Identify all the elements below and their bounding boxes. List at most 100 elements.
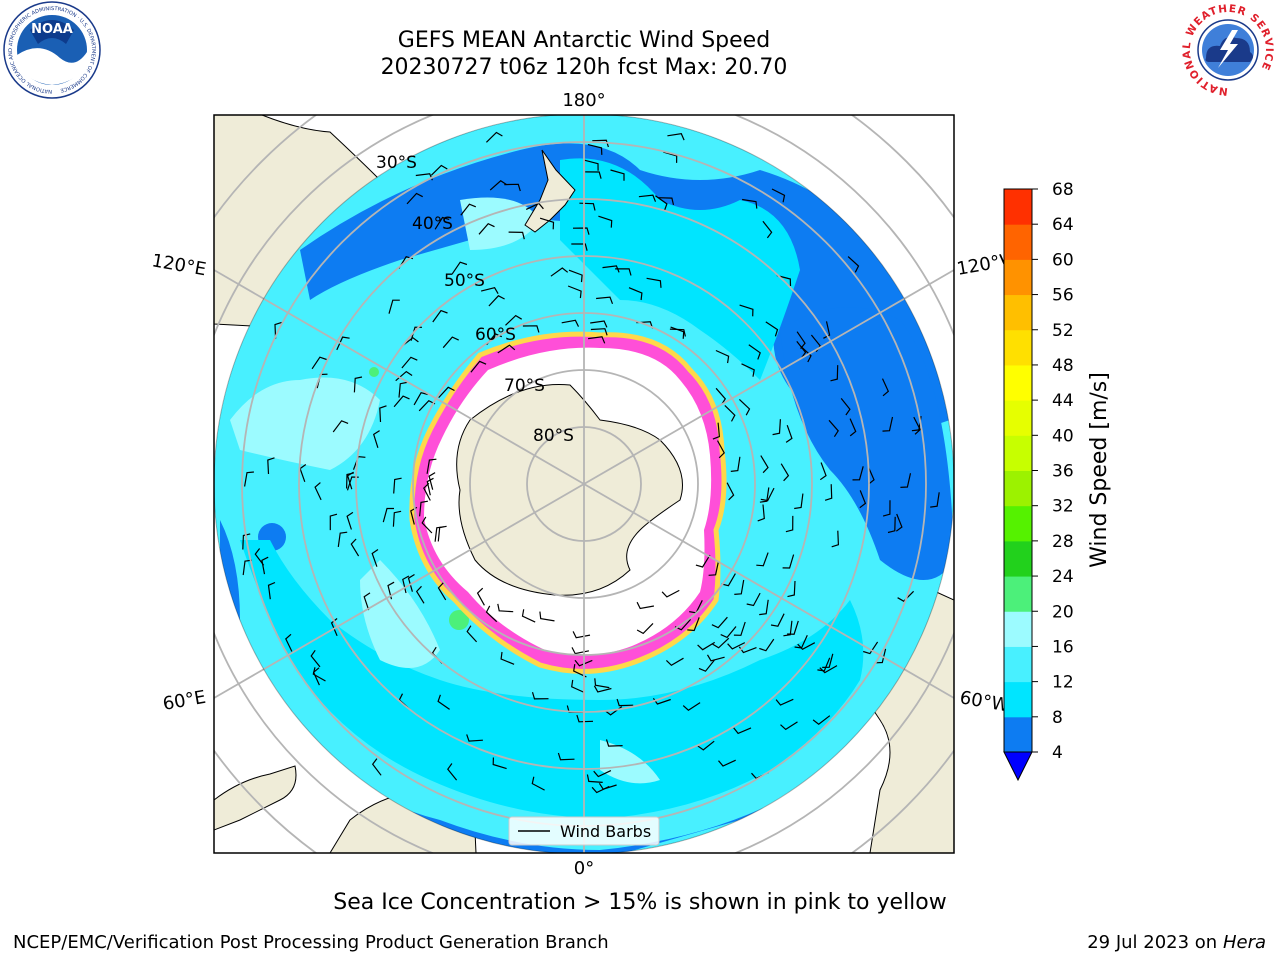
wind-barb: [734, 579, 745, 595]
colorbar-tick-label: 8: [1052, 708, 1063, 728]
colorbar-segment: [1004, 364, 1032, 401]
colorbar-tick-label: 24: [1052, 567, 1074, 587]
wind-barb: [867, 466, 875, 485]
wind-barb: [489, 180, 507, 191]
colorbar-tick-label: 48: [1052, 356, 1074, 376]
colorbar-tick-label: 68: [1052, 180, 1074, 200]
colorbar-segment: [1004, 294, 1032, 331]
wind-barb: [852, 466, 864, 481]
wind-barb: [574, 659, 593, 667]
wind-barb: [242, 533, 251, 550]
wind-barb: [665, 657, 684, 667]
title-line-2: 20230727 t06z 120h fcst Max: 20.70: [380, 55, 788, 80]
colorbar-tick-label: 12: [1052, 673, 1074, 693]
lat-label-40s: 40°S: [412, 214, 453, 234]
wind-barb: [636, 601, 655, 610]
wind-barb: [708, 560, 720, 576]
wind-barb: [415, 585, 425, 604]
wind-barb: [401, 356, 418, 369]
wind-barb: [480, 287, 499, 295]
colorbar-tick-label: 16: [1052, 637, 1074, 657]
wind-barb: [663, 151, 678, 163]
wind-barb: [594, 678, 610, 689]
wind-barb: [572, 631, 591, 639]
wind-barb: [721, 573, 736, 587]
footer-machine: Hera: [1222, 932, 1266, 953]
wind-barb: [419, 500, 429, 517]
wind-barb: [687, 617, 700, 632]
colorbar-segment: [1004, 259, 1032, 296]
colorbar-segment: [1004, 681, 1032, 718]
wind-barb: [817, 657, 831, 672]
wind-barb: [739, 304, 754, 317]
wind-barb: [310, 649, 321, 668]
wind-barb: [897, 590, 915, 602]
wind-barb: [393, 477, 402, 494]
wind-barb: [470, 360, 487, 373]
wind-barb: [760, 455, 769, 474]
wind-barb: [615, 268, 632, 276]
wind-barb: [571, 243, 588, 251]
wind-barb: [382, 507, 394, 523]
wind-barb: [780, 721, 798, 731]
wind-barb: [438, 386, 455, 399]
wind-barb: [500, 651, 515, 665]
wind-barb: [712, 422, 721, 440]
colorbar-tick-label: 4: [1052, 743, 1063, 763]
wind-barb: [776, 274, 792, 287]
wind-barb: [550, 267, 569, 277]
wind-barb: [727, 642, 746, 650]
wind-barb: [831, 530, 840, 548]
colorbar-segment: [1004, 189, 1032, 225]
wind-barb: [840, 398, 851, 416]
lon-label-120e: 120°E: [150, 250, 208, 280]
wind-barb: [759, 638, 775, 652]
wind-barb: [466, 734, 483, 742]
wind-barb: [478, 222, 495, 235]
wind-barb: [485, 605, 498, 623]
wind-barb: [421, 516, 433, 534]
wind-barb: [539, 611, 555, 622]
wind-barb: [598, 215, 613, 228]
wind-barb: [785, 424, 793, 443]
nws-logo: NATIONAL WEATHER SERVICE: [1181, 3, 1275, 97]
wind-barb: [522, 325, 540, 333]
wind-barb: [849, 418, 857, 437]
wind-barb: [742, 198, 758, 209]
wind-barb: [492, 757, 507, 770]
lon-label-180: 180°: [562, 90, 605, 111]
wind-barb: [638, 194, 657, 202]
wind-barb: [413, 392, 429, 406]
wind-barb: [539, 217, 555, 230]
wind-barb: [605, 739, 623, 747]
colorbar-segment: [1004, 470, 1032, 507]
wind-barb: [336, 336, 350, 351]
wind-barb: [697, 740, 715, 751]
wind-barb: [505, 314, 523, 326]
colorbar-segment: [1004, 224, 1032, 260]
wind-barb: [267, 581, 276, 600]
wind-barb: [567, 285, 582, 299]
wind-barb: [794, 493, 804, 510]
wind-barb: [388, 299, 400, 314]
wind-barb: [716, 440, 725, 459]
colorbar-segment: [1004, 505, 1032, 542]
wind-barb: [738, 398, 751, 416]
noaa-logo-text: NOAA: [31, 22, 73, 37]
colorbar-tick-label: 36: [1052, 462, 1074, 482]
wind-barb: [759, 599, 769, 616]
wind-barb: [244, 471, 254, 487]
wind-barb: [571, 679, 585, 694]
colorbar-label: Wind Speed [m/s]: [1087, 372, 1112, 568]
wind-barb: [497, 603, 514, 613]
wind-barb: [353, 376, 363, 393]
wind-barb: [730, 456, 741, 472]
wind-barb: [508, 231, 525, 240]
wind-barb: [930, 492, 940, 508]
wind-barb: [682, 702, 701, 711]
wind-barb: [875, 648, 887, 664]
colorbar-tick-label: 64: [1052, 215, 1074, 235]
wind-barb: [746, 592, 761, 607]
wind-barb: [775, 698, 794, 706]
antarctica-land: [456, 383, 683, 596]
